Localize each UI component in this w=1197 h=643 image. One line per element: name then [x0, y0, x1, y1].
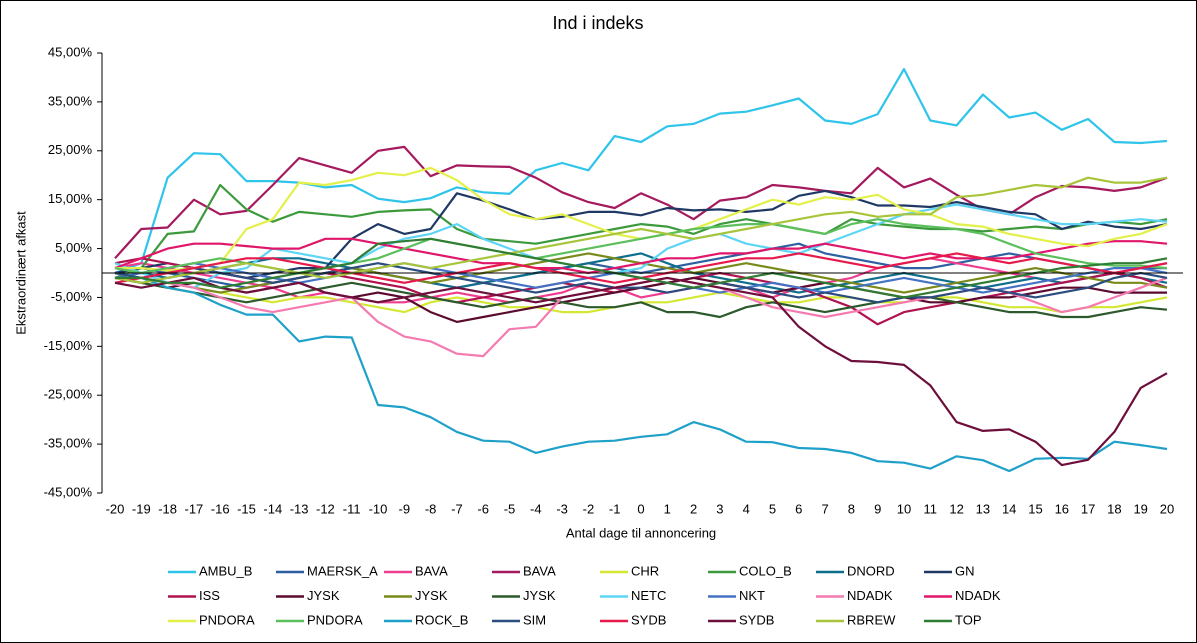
x-tick-label: -18 — [158, 501, 177, 516]
x-tick-label: -2 — [583, 501, 595, 516]
x-tick-label: 3 — [716, 501, 723, 516]
chart-title: Ind i indeks — [552, 13, 643, 33]
x-tick-label: -9 — [399, 501, 411, 516]
y-tick-label: 35,00% — [48, 93, 93, 108]
series-line — [114, 183, 1168, 279]
legend-label: NDADK — [847, 588, 893, 603]
x-tick-label: -1 — [609, 501, 621, 516]
legend-label: NKT — [739, 588, 765, 603]
series-line — [114, 68, 1168, 275]
legend-label: PNDORA — [307, 612, 363, 627]
x-tick-label: 20 — [1160, 501, 1174, 516]
y-tick-label: -25,00% — [44, 387, 93, 402]
x-tick-label: -13 — [290, 501, 309, 516]
series-line — [114, 276, 1168, 319]
x-tick-label: 4 — [743, 501, 750, 516]
legend-label: RBREW — [847, 612, 896, 627]
legend-label: BAVA — [415, 563, 448, 578]
y-tick-label: 25,00% — [48, 142, 93, 157]
series-line — [114, 176, 1168, 284]
series-line — [115, 237, 1168, 299]
series-line — [114, 262, 1168, 304]
series-line — [114, 271, 1168, 473]
legend-label: GN — [955, 563, 975, 578]
x-tick-label: 7 — [821, 501, 828, 516]
x-tick-label: -15 — [237, 501, 256, 516]
x-tick-label: -16 — [211, 501, 230, 516]
y-tick-label: -15,00% — [44, 338, 93, 353]
legend-label: COLO_B — [739, 563, 792, 578]
x-tick-label: -20 — [106, 501, 125, 516]
legend-label: SYDB — [739, 612, 774, 627]
x-tick-label: 10 — [897, 501, 911, 516]
x-tick-label: -8 — [425, 501, 437, 516]
legend-label: ISS — [199, 588, 220, 603]
series-line — [114, 189, 1168, 279]
x-tick-label: 11 — [924, 501, 938, 516]
x-tick-label: 8 — [848, 501, 855, 516]
x-tick-label: 0 — [637, 501, 644, 516]
x-tick-label: 16 — [1055, 501, 1069, 516]
x-tick-label: -19 — [132, 501, 151, 516]
y-tick-label: 45,00% — [48, 44, 93, 59]
y-tick-label: -35,00% — [44, 436, 93, 451]
x-tick-label: -10 — [369, 501, 388, 516]
x-tick-label: 12 — [949, 501, 963, 516]
series-line — [114, 276, 1168, 467]
legend-label: NDADK — [955, 588, 1001, 603]
x-tick-label: -11 — [343, 501, 361, 516]
legend-label: JYSK — [415, 588, 448, 603]
x-tick-label: -14 — [263, 501, 282, 516]
x-tick-label: 17 — [1081, 501, 1095, 516]
x-tick-label: 13 — [976, 501, 990, 516]
y-tick-label: 5,00% — [55, 240, 92, 255]
x-axis-label: Antal dage til annoncering — [566, 525, 716, 540]
x-tick-label: -3 — [556, 501, 568, 516]
legend-label: JYSK — [307, 588, 340, 603]
legend-label: PNDORA — [199, 612, 255, 627]
x-tick-label: -4 — [530, 501, 542, 516]
x-tick-label: 2 — [690, 501, 697, 516]
y-tick-label: -45,00% — [44, 484, 93, 499]
series-line — [114, 237, 1168, 275]
legend-label: AMBU_B — [199, 563, 252, 578]
x-tick-label: -5 — [504, 501, 516, 516]
x-tick-label: 6 — [795, 501, 802, 516]
y-tick-label: 15,00% — [48, 191, 93, 206]
series-line — [114, 252, 1168, 294]
x-tick-label: -12 — [316, 501, 335, 516]
x-tick-label: 9 — [874, 501, 881, 516]
series-line — [114, 203, 1168, 289]
x-tick-label: -17 — [185, 501, 204, 516]
legend-label: NETC — [631, 588, 666, 603]
legend-label: SYDB — [631, 612, 666, 627]
x-tick-label: 18 — [1107, 501, 1121, 516]
x-tick-label: 14 — [1002, 501, 1016, 516]
x-tick-label: 15 — [1028, 501, 1042, 516]
legend-label: ROCK_B — [415, 612, 468, 627]
legend-label: JYSK — [523, 588, 556, 603]
y-axis-label: Ekstraordinært afkast — [13, 211, 28, 335]
x-tick-label: 1 — [664, 501, 671, 516]
x-tick-label: -7 — [451, 501, 463, 516]
legend-label: CHR — [631, 563, 659, 578]
legend-label: MAERSK_A — [307, 563, 378, 578]
x-tick-label: 19 — [1133, 501, 1147, 516]
legend-label: DNORD — [847, 563, 895, 578]
x-tick-label: 5 — [769, 501, 776, 516]
x-tick-label: -6 — [477, 501, 489, 516]
legend-label: SIM — [523, 612, 546, 627]
y-tick-label: -5,00% — [51, 289, 93, 304]
legend-label: TOP — [955, 612, 982, 627]
legend-label: BAVA — [523, 563, 556, 578]
